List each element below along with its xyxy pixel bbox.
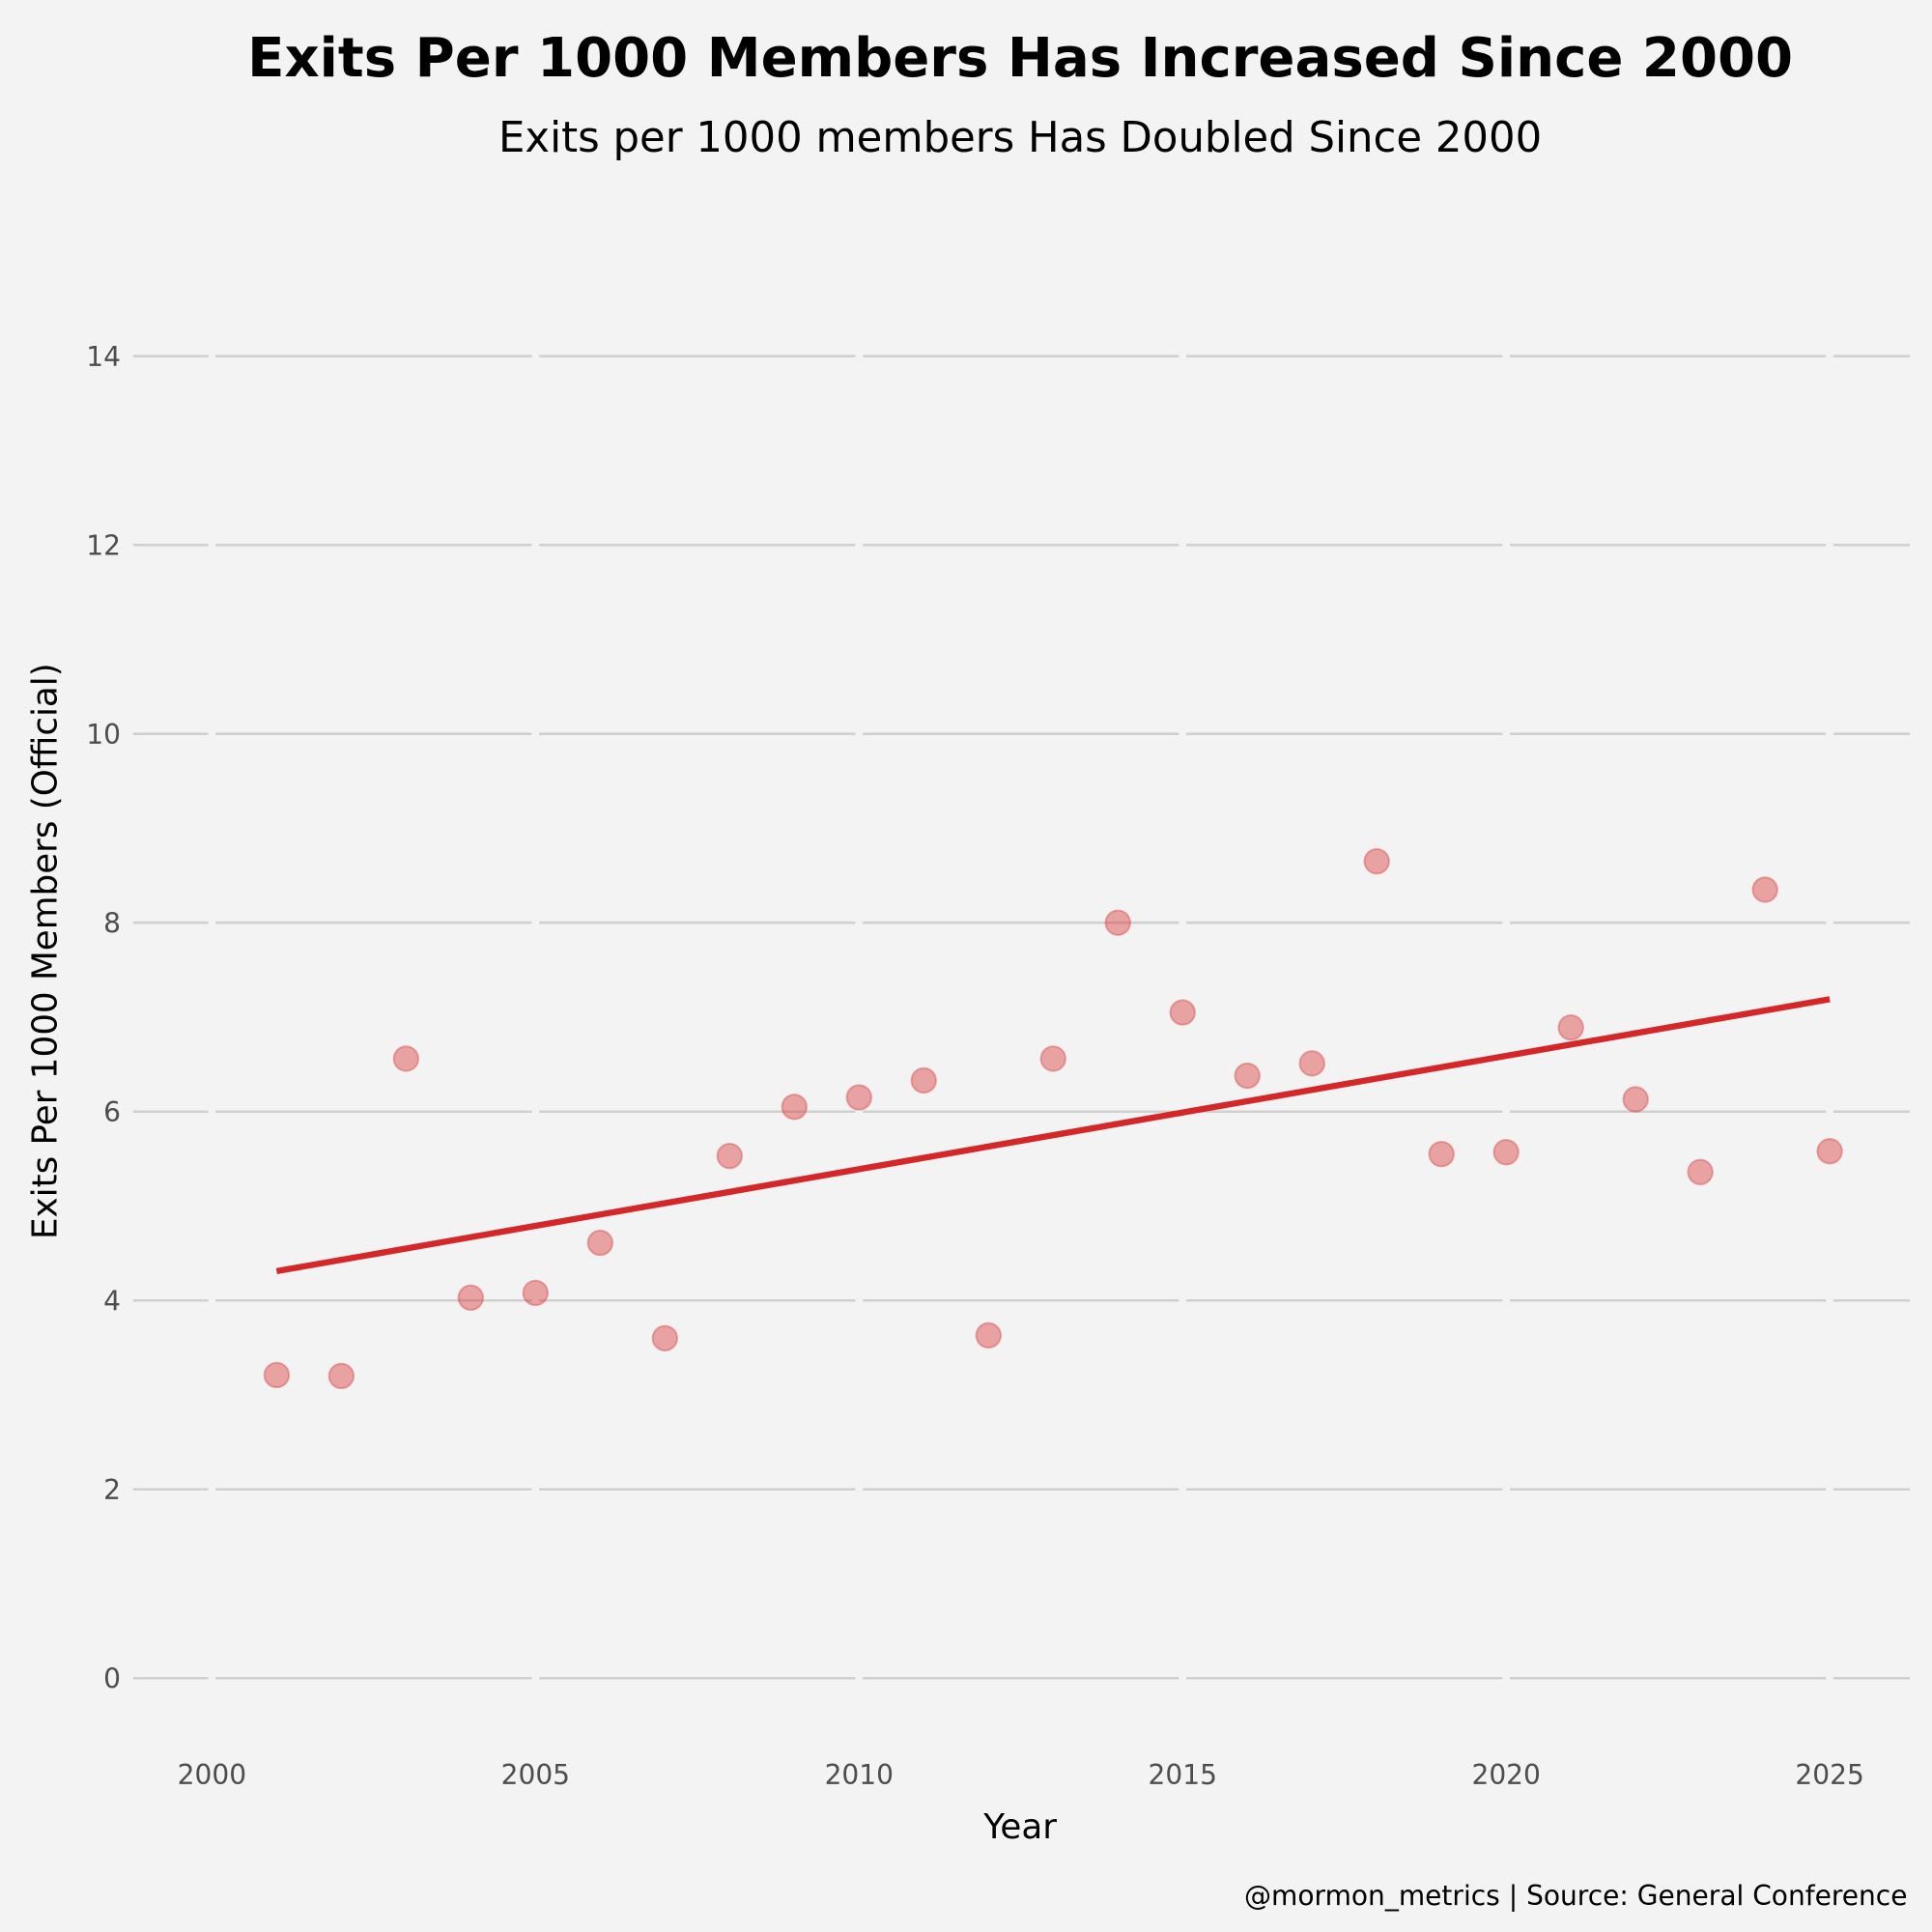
chart-caption: @mormon_metrics | Source: General Confer… [1244,1880,1907,1912]
data-point [975,1321,1002,1350]
x-tick-label: 2020 [1471,1759,1540,1791]
data-point [263,1361,291,1389]
data-point [1363,847,1390,875]
x-tick-label: 2000 [178,1759,246,1791]
data-point [716,1142,744,1170]
data-point [910,1066,937,1094]
data-point [457,1284,485,1312]
x-axis-ticks: 2000 2005 2010 2015 2020 2025 [178,1759,1864,1791]
chart-title: Exits Per 1000 Members Has Increased Sin… [247,27,1793,90]
y-tick-label: 8 [103,907,121,939]
y-tick-label: 6 [103,1096,121,1128]
y-tick-label: 12 [86,529,121,561]
data-point [522,1279,550,1307]
grid [132,320,1911,1719]
data-point [1104,909,1131,936]
data-point [651,1324,679,1352]
x-tick-label: 2015 [1149,1759,1217,1791]
trend-line [275,996,1831,1275]
data-point [1234,1062,1261,1090]
y-tick-label: 10 [86,719,121,751]
x-tick-label: 2010 [825,1759,894,1791]
chart-subtitle: Exits per 1000 members Has Doubled Since… [498,114,1542,162]
data-point [392,1045,420,1072]
data-point [1169,999,1196,1026]
data-point [1751,876,1778,903]
y-tick-label: 4 [103,1285,121,1317]
data-point [1039,1045,1066,1072]
data-point [781,1094,809,1121]
data-point [1492,1139,1520,1166]
data-point [1687,1158,1714,1185]
y-axis-ticks: 0 2 4 6 8 10 12 14 [86,341,121,1695]
x-tick-label: 2025 [1795,1759,1863,1791]
y-tick-label: 0 [103,1662,121,1694]
data-point [1816,1138,1843,1165]
y-tick-label: 14 [86,341,121,373]
x-axis-label: Year [982,1807,1057,1847]
data-point [586,1229,614,1257]
data-point [1557,1014,1584,1041]
x-tick-label: 2005 [501,1759,570,1791]
data-point [1428,1140,1455,1168]
y-axis-label: Exits Per 1000 Members (Official) [26,663,66,1239]
y-tick-label: 2 [103,1474,121,1506]
plot-marks [263,847,1843,1390]
data-point [327,1362,355,1390]
data-point [1298,1050,1325,1077]
data-point [1622,1086,1649,1113]
data-point [845,1084,872,1111]
